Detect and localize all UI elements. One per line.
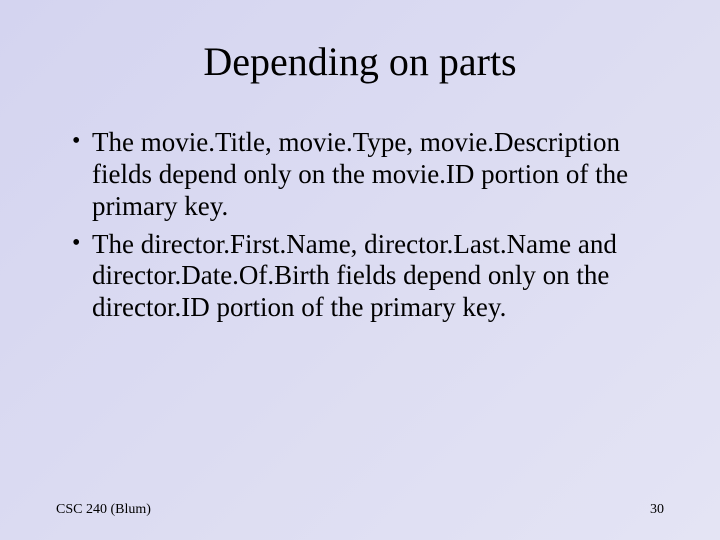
slide-footer: CSC 240 (Blum) 30 (56, 502, 664, 518)
slide: Depending on parts The movie.Title, movi… (0, 0, 720, 540)
footer-right: 30 (650, 502, 664, 518)
list-item: The movie.Title, movie.Type, movie.Descr… (72, 127, 664, 223)
footer-left: CSC 240 (Blum) (56, 502, 151, 518)
slide-title: Depending on parts (56, 38, 664, 85)
bullet-list: The movie.Title, movie.Type, movie.Descr… (56, 127, 664, 330)
list-item: The director.First.Name, director.Last.N… (72, 229, 664, 325)
